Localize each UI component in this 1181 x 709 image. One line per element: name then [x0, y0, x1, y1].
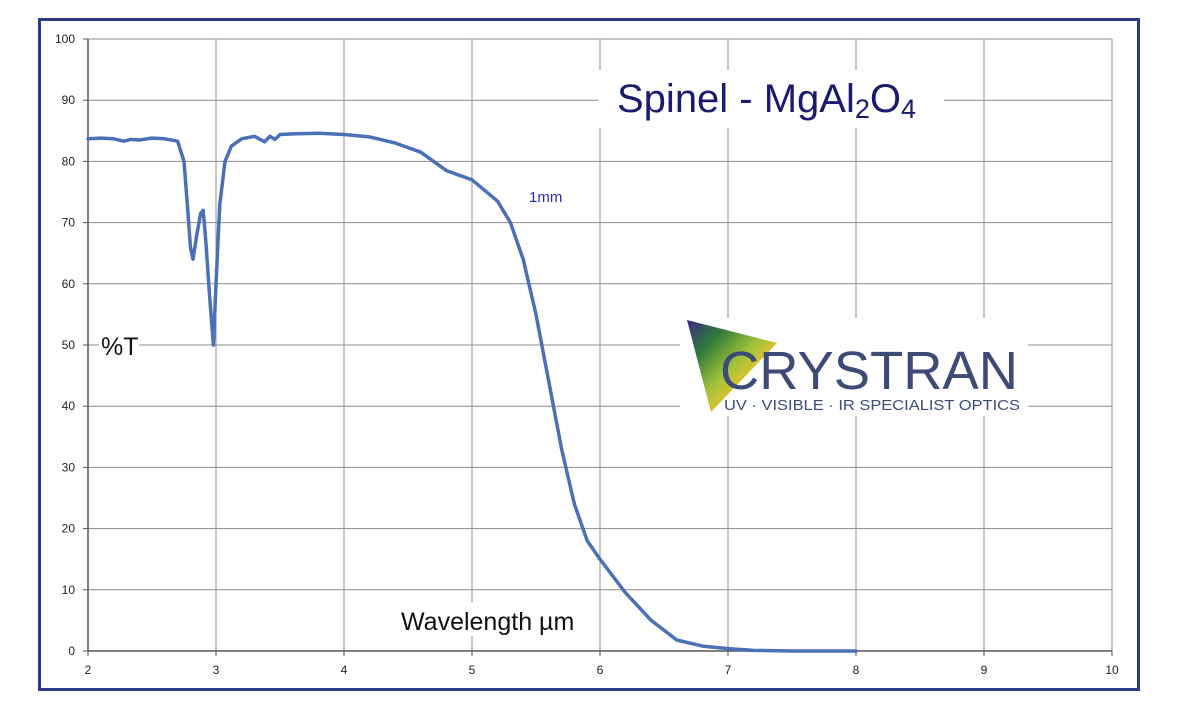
x-tick-label: 3	[213, 663, 220, 677]
y-tick-label: 40	[62, 399, 76, 413]
prism-icon	[687, 320, 777, 412]
data-point	[208, 294, 211, 298]
data-point	[191, 258, 195, 261]
data-point	[204, 239, 207, 243]
y-tick-label: 60	[62, 277, 76, 291]
data-point	[650, 619, 653, 622]
data-point	[138, 138, 141, 142]
data-point	[268, 135, 271, 138]
crystran-logo: CRYSTRAN UV · VISIBLE · IR SPECIALIST OP…	[680, 318, 1028, 416]
data-point	[189, 245, 192, 249]
data-point	[726, 647, 730, 650]
data-point	[86, 137, 90, 140]
data-point	[212, 343, 215, 347]
data-point	[230, 144, 233, 148]
data-point	[129, 138, 132, 141]
series-layer	[86, 131, 858, 653]
y-tick-label: 50	[62, 338, 76, 352]
y-tick-label: 100	[55, 32, 75, 46]
y-axis: 0 10 20 30 40 50 60 70 80 90 100	[55, 32, 88, 658]
data-point	[854, 649, 858, 653]
data-point	[240, 137, 243, 140]
data-point	[598, 558, 602, 561]
data-point	[445, 169, 448, 172]
y-tick-label: 0	[68, 644, 75, 658]
data-point	[199, 212, 202, 215]
chart-title: Spinel - MgAl2O4	[617, 77, 916, 124]
x-axis-label: Wavelength µm	[401, 608, 574, 636]
data-point	[675, 638, 678, 642]
data-point	[522, 258, 525, 261]
data-point	[752, 649, 755, 652]
x-tick-label: 6	[597, 663, 604, 677]
data-point	[182, 160, 186, 163]
y-tick-label: 20	[62, 522, 76, 536]
title-background	[598, 70, 944, 128]
data-point	[112, 137, 115, 140]
data-point	[122, 140, 126, 143]
data-point	[547, 380, 550, 383]
x-tick-label: 2	[85, 663, 92, 677]
data-point	[273, 138, 277, 141]
x-axis: 2 3 4 5 6 7 8 9 10	[85, 651, 1119, 677]
data-point	[150, 136, 154, 140]
data-point	[368, 135, 371, 139]
data-point	[99, 136, 103, 140]
data-point	[163, 137, 166, 140]
data-point	[534, 313, 538, 316]
logo-tagline: UV · VISIBLE · IR SPECIALIST OPTICS	[724, 397, 1020, 414]
logo-wordmark: CRYSTRAN	[720, 341, 1018, 401]
y-tick-label: 90	[62, 93, 76, 107]
y-axis-label: %T	[101, 333, 139, 361]
data-point	[586, 539, 589, 543]
x-tick-label: 8	[853, 663, 860, 677]
title-part: O	[870, 77, 901, 121]
x-tick-label: 5	[469, 663, 476, 677]
data-point	[496, 199, 499, 203]
data-point	[573, 502, 576, 506]
data-point	[278, 133, 282, 136]
x-tick-label: 9	[981, 663, 988, 677]
data-point	[253, 135, 256, 138]
title-subscript: 2	[855, 94, 870, 124]
data-point	[214, 282, 218, 285]
y-tick-label: 80	[62, 154, 76, 168]
data-point	[202, 209, 205, 212]
data-point	[419, 151, 422, 154]
data-point	[394, 141, 397, 145]
data-point	[624, 591, 627, 595]
data-point	[509, 221, 512, 224]
data-point	[176, 140, 179, 143]
data-point	[291, 132, 294, 136]
data-point	[342, 133, 346, 136]
data-point	[125, 139, 128, 142]
title-part: Spinel - MgAl	[617, 77, 855, 121]
data-point	[317, 132, 320, 135]
data-point	[186, 209, 190, 212]
data-point	[470, 178, 474, 181]
ylabel-background	[99, 330, 139, 360]
x-tick-label: 7	[725, 663, 732, 677]
data-point	[195, 233, 198, 237]
y-tick-label: 10	[62, 583, 76, 597]
data-point	[218, 203, 222, 206]
data-point	[263, 140, 266, 144]
xlabel-background	[398, 602, 580, 636]
title-subscript: 4	[901, 94, 916, 124]
data-point	[790, 649, 794, 653]
data-point	[560, 447, 563, 451]
x-tick-label: 10	[1105, 663, 1119, 677]
x-tick-label: 4	[341, 663, 348, 677]
series-label-1mm: 1mm	[529, 189, 562, 206]
y-tick-label: 30	[62, 460, 76, 474]
y-tick-label: 70	[62, 216, 76, 230]
data-point	[223, 160, 227, 163]
data-point	[701, 644, 704, 648]
